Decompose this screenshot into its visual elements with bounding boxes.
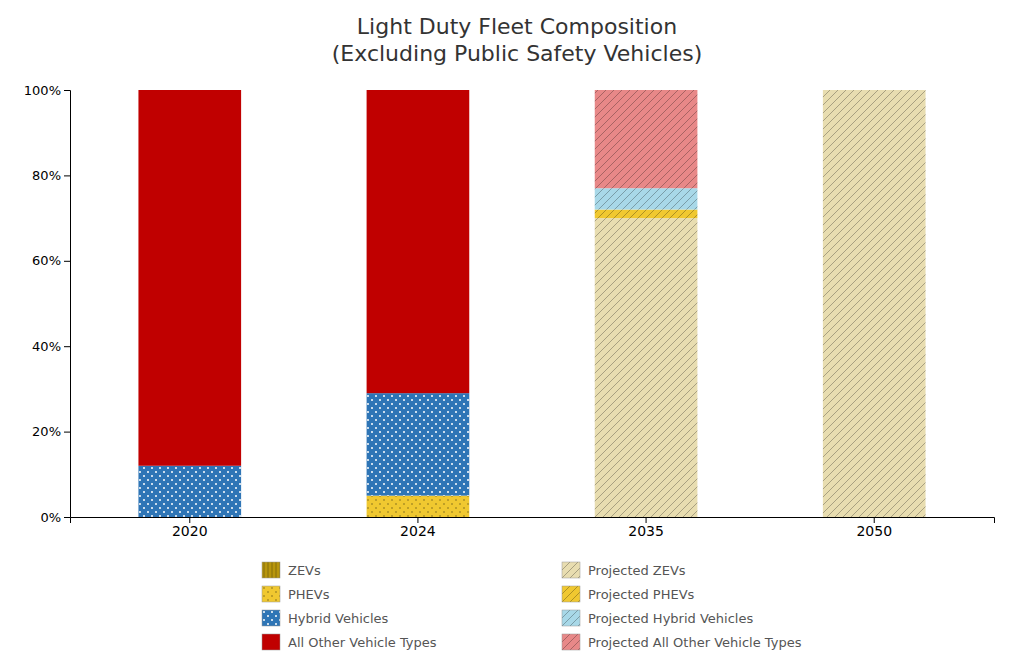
legend-swatch: [562, 610, 580, 626]
bar: [367, 90, 470, 91]
tick-label: 2050: [856, 523, 892, 539]
tick: 100%: [24, 83, 70, 98]
legend-item: All Other Vehicle Types: [262, 634, 437, 650]
tick-mark: [64, 346, 70, 347]
title-line: Light Duty Fleet Composition: [357, 14, 677, 39]
legend-swatch: [262, 610, 280, 626]
bar: [367, 496, 470, 517]
bar: [823, 90, 926, 91]
series: [595, 90, 698, 188]
legend-item: ZEVs: [262, 562, 321, 578]
bar: [367, 393, 470, 495]
series: [595, 210, 698, 219]
tick: 0%: [40, 510, 70, 525]
tick-label: 80%: [32, 168, 61, 183]
legend-item: Projected PHEVs: [562, 586, 695, 602]
legend-label: Projected PHEVs: [588, 587, 695, 602]
tick: 40%: [32, 339, 70, 354]
tick: 2035: [628, 517, 664, 539]
legend-label: Projected All Other Vehicle Types: [588, 635, 802, 650]
legend: ZEVs PHEVs Hybrid Vehicles All Other Vehicl…: [262, 562, 802, 650]
series: [138, 90, 469, 466]
legend-item: Hybrid Vehicles: [262, 610, 389, 626]
legend-label: Projected ZEVs: [588, 563, 686, 578]
tick-label: 60%: [32, 253, 61, 268]
tick: 20%: [32, 424, 70, 439]
tick-mark: [64, 432, 70, 433]
tick: 80%: [32, 168, 70, 183]
axis-line: [64, 91, 71, 518]
bar: [595, 90, 698, 188]
tick: 60%: [32, 253, 70, 268]
legend-swatch: [262, 634, 280, 650]
legend-item: Projected ZEVs: [562, 562, 686, 578]
bar: [823, 90, 926, 91]
x-axis: 2020 2024 2035 2050: [71, 517, 995, 539]
tick-label: 2035: [628, 523, 664, 539]
tick-mark: [64, 261, 70, 262]
tick: 2024: [400, 517, 436, 539]
bar: [367, 90, 470, 393]
legend-label: Hybrid Vehicles: [288, 611, 389, 626]
legend-item: Projected Hybrid Vehicles: [562, 610, 753, 626]
bar: [595, 188, 698, 209]
tick-mark: [64, 175, 70, 176]
bar: [138, 90, 241, 91]
legend-label: PHEVs: [288, 587, 330, 602]
tick-label: 40%: [32, 339, 61, 354]
legend-item: Projected All Other Vehicle Types: [562, 634, 802, 650]
bar: [138, 90, 241, 91]
legend-swatch: [562, 562, 580, 578]
bar: [823, 90, 926, 517]
tick-label: 20%: [32, 424, 61, 439]
bar: [367, 90, 470, 91]
legend-swatch: [262, 562, 280, 578]
legend-label: Projected Hybrid Vehicles: [588, 611, 753, 626]
tick: 2050: [856, 517, 892, 539]
bar: [138, 90, 241, 466]
tick-label: 2020: [172, 523, 208, 539]
legend-swatch: [262, 586, 280, 602]
bar: [138, 90, 241, 91]
bar: [595, 218, 698, 517]
y-axis: 0% 20% 40% 60% 80% 100%: [24, 83, 71, 525]
legend-swatch: [562, 634, 580, 650]
legend-label: ZEVs: [288, 563, 321, 578]
bar: [823, 90, 926, 91]
tick: 2020: [172, 517, 208, 539]
bar: [595, 210, 698, 219]
bar: [367, 90, 470, 91]
series: [595, 188, 698, 209]
tick-label: 100%: [24, 83, 61, 98]
legend-swatch: [562, 586, 580, 602]
legend-item: PHEVs: [262, 586, 330, 602]
bar: [367, 90, 470, 91]
bar: [138, 90, 241, 91]
title-line: (Excluding Public Safety Vehicles): [332, 41, 702, 66]
tick-label: 0%: [40, 510, 61, 525]
bar: [138, 466, 241, 517]
legend-label: All Other Vehicle Types: [288, 635, 437, 650]
tick-mark: [64, 90, 70, 91]
chart: Light Duty Fleet Composition(Excluding P…: [0, 0, 1034, 667]
series: [595, 90, 926, 517]
tick-mark: [64, 517, 70, 518]
tick-label: 2024: [400, 523, 436, 539]
title: Light Duty Fleet Composition(Excluding P…: [332, 14, 702, 66]
series: [367, 496, 470, 517]
plot: 0% 20% 40% 60% 80% 100% 2020 2024 2035 2050: [24, 83, 995, 539]
bars: [138, 90, 925, 517]
